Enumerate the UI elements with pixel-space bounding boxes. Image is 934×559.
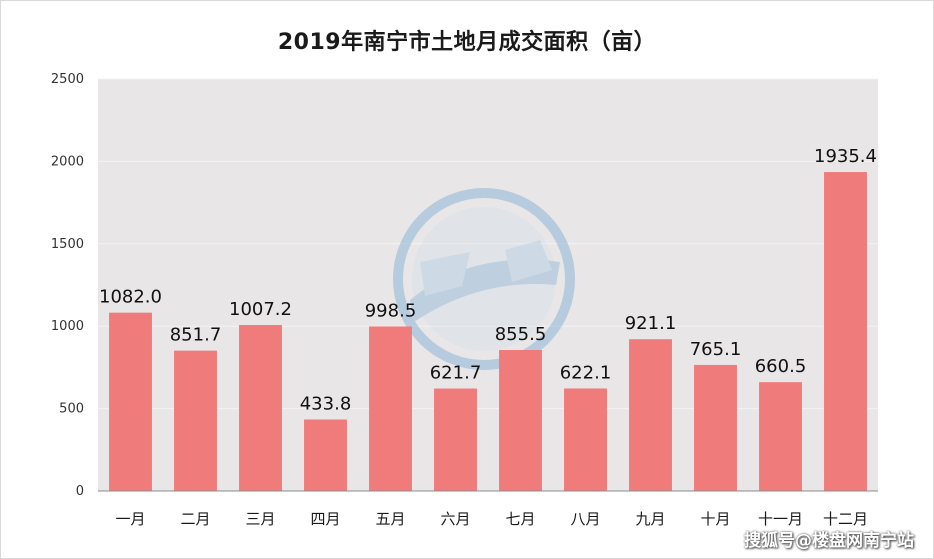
chart-title: 2019年南宁市土地月成交面积（亩） bbox=[277, 30, 657, 55]
data-labels: 1082.0 851.7 1007.2 433.8 998.5 621.7 855.5 622… bbox=[99, 146, 877, 414]
bar bbox=[434, 388, 477, 491]
watermark-seal bbox=[393, 188, 575, 370]
y-tick-label: 2000 bbox=[51, 154, 84, 169]
bar bbox=[824, 172, 867, 491]
x-tick-label: 八月 bbox=[570, 510, 600, 528]
x-tick-label: 九月 bbox=[635, 510, 665, 528]
x-tick-label: 十月 bbox=[700, 510, 730, 528]
x-tick-label: 五月 bbox=[375, 510, 405, 528]
x-tick-label: 一月 bbox=[115, 510, 145, 528]
x-tick-label: 十二月 bbox=[823, 510, 868, 528]
bar bbox=[109, 312, 152, 491]
bar bbox=[174, 350, 217, 491]
bar bbox=[759, 382, 802, 491]
x-tick-label: 四月 bbox=[310, 510, 340, 528]
bar bbox=[499, 350, 542, 491]
y-axis: 0 500 1000 1500 2000 2500 bbox=[51, 72, 84, 499]
data-label: 921.1 bbox=[625, 313, 677, 334]
data-label: 622.1 bbox=[560, 362, 612, 383]
bars bbox=[109, 172, 867, 491]
bar bbox=[694, 364, 737, 491]
data-label: 433.8 bbox=[300, 394, 352, 415]
y-tick-label: 1500 bbox=[51, 237, 84, 252]
data-label: 855.5 bbox=[495, 324, 547, 345]
data-label: 1007.2 bbox=[229, 299, 292, 320]
bar bbox=[239, 325, 282, 491]
bar bbox=[564, 388, 607, 491]
x-tick-label: 二月 bbox=[180, 510, 210, 528]
data-label: 998.5 bbox=[365, 300, 417, 321]
data-label: 1082.0 bbox=[99, 287, 162, 308]
watermark-text: 搜狐号@楼盘网南宁站 bbox=[744, 531, 914, 551]
y-tick-label: 0 bbox=[76, 484, 84, 499]
data-label: 621.7 bbox=[430, 363, 482, 384]
bar bbox=[629, 339, 672, 491]
data-label: 660.5 bbox=[755, 356, 807, 377]
x-tick-label: 七月 bbox=[505, 510, 535, 528]
bar bbox=[369, 326, 412, 491]
y-tick-label: 1000 bbox=[51, 319, 84, 334]
x-tick-label: 三月 bbox=[245, 510, 275, 528]
data-label: 851.7 bbox=[170, 325, 222, 346]
y-tick-label: 500 bbox=[59, 402, 84, 417]
x-tick-label: 六月 bbox=[440, 510, 470, 528]
y-tick-label: 2500 bbox=[51, 72, 84, 87]
bar bbox=[304, 419, 347, 491]
x-axis: 一月 二月 三月 四月 五月 六月 七月 八月 九月 十月 十一月 十二月 bbox=[98, 490, 878, 528]
x-tick-label: 十一月 bbox=[758, 510, 803, 528]
data-label: 1935.4 bbox=[814, 146, 877, 167]
gridlines bbox=[98, 78, 878, 410]
data-label: 765.1 bbox=[690, 339, 742, 360]
